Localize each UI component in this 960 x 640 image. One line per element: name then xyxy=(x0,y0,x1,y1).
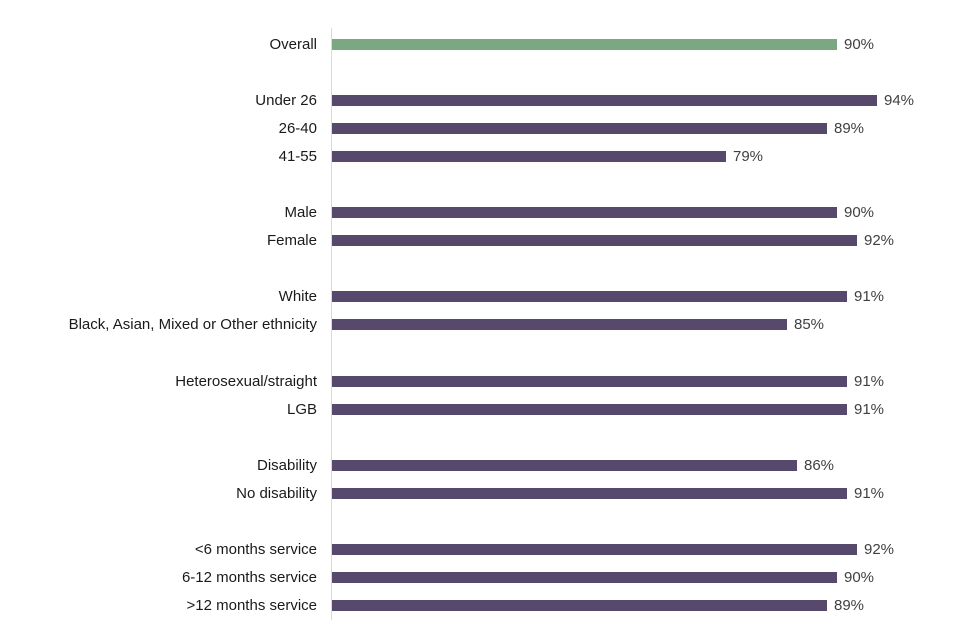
value-label: 90% xyxy=(844,35,875,53)
chart-row: LGB 91% xyxy=(0,395,960,423)
chart-group: Overall 90% xyxy=(0,30,960,58)
chart-row: 41-55 79% xyxy=(0,142,960,170)
bar xyxy=(332,375,847,387)
category-label: 41-55 xyxy=(278,147,317,165)
bar xyxy=(332,207,837,219)
category-label: LGB xyxy=(286,400,317,418)
category-label: <6 months service xyxy=(194,541,317,559)
chart-row: Male 90% xyxy=(0,199,960,227)
chart-group: <6 months service 92% 6-12 months service 9… xyxy=(0,536,960,620)
y-axis-line xyxy=(331,28,332,620)
value-label: 89% xyxy=(834,119,865,137)
chart-group: Male 90% Female 92% xyxy=(0,199,960,255)
category-label: 26-40 xyxy=(278,119,317,137)
bar xyxy=(332,94,877,106)
value-label: 91% xyxy=(854,485,885,503)
bar xyxy=(332,291,847,303)
bar xyxy=(332,150,726,162)
bar xyxy=(332,572,837,584)
bar xyxy=(332,600,827,612)
chart-rows: Overall 90% Under 26 94% 26-40 89% 41-55 79% Mal… xyxy=(0,30,960,620)
bar xyxy=(332,488,847,500)
value-label: 85% xyxy=(794,316,825,334)
chart-group: Under 26 94% 26-40 89% 41-55 79% xyxy=(0,86,960,170)
chart-group: White 91% Black, Asian, Mixed or Other eth… xyxy=(0,283,960,339)
value-label: 92% xyxy=(864,541,895,559)
chart-row: Black, Asian, Mixed or Other ethnicity 85… xyxy=(0,311,960,339)
chart-group: Heterosexual/straight 91% LGB 91% xyxy=(0,367,960,423)
chart-row: <6 months service 92% xyxy=(0,536,960,564)
category-label: Black, Asian, Mixed or Other ethnicity xyxy=(68,316,317,334)
value-label: 89% xyxy=(834,597,865,615)
chart-row: Female 92% xyxy=(0,227,960,255)
chart-row: White 91% xyxy=(0,283,960,311)
bar-highlight xyxy=(332,38,837,50)
chart-row: 26-40 89% xyxy=(0,114,960,142)
bar xyxy=(332,544,857,556)
chart-row: No disability 91% xyxy=(0,480,960,508)
category-label: Under 26 xyxy=(255,91,317,109)
category-label: Overall xyxy=(269,35,317,53)
value-label: 92% xyxy=(864,232,895,250)
value-label: 94% xyxy=(884,91,915,109)
category-label: Disability xyxy=(256,456,317,474)
category-label: 6-12 months service xyxy=(181,569,317,587)
value-label: 91% xyxy=(854,288,885,306)
category-label: Male xyxy=(284,204,317,222)
value-label: 90% xyxy=(844,569,875,587)
value-label: 91% xyxy=(854,372,885,390)
category-label: White xyxy=(278,288,317,306)
bar xyxy=(332,403,847,415)
category-label: >12 months service xyxy=(186,597,317,615)
category-label: No disability xyxy=(236,485,317,503)
bar xyxy=(332,459,797,471)
chart-row: Heterosexual/straight 91% xyxy=(0,367,960,395)
bar xyxy=(332,122,827,134)
value-label: 90% xyxy=(844,204,875,222)
chart-row: 6-12 months service 90% xyxy=(0,564,960,592)
value-label: 91% xyxy=(854,400,885,418)
value-label: 86% xyxy=(804,456,835,474)
value-label: 79% xyxy=(733,147,764,165)
category-label: Heterosexual/straight xyxy=(175,372,317,390)
chart-row: >12 months service 89% xyxy=(0,592,960,620)
bar xyxy=(332,235,857,247)
chart-group: Disability 86% No disability 91% xyxy=(0,451,960,507)
chart-row: Under 26 94% xyxy=(0,86,960,114)
category-label: Female xyxy=(266,232,317,250)
bar xyxy=(332,319,787,331)
chart-row: Overall 90% xyxy=(0,30,960,58)
chart-row: Disability 86% xyxy=(0,451,960,479)
